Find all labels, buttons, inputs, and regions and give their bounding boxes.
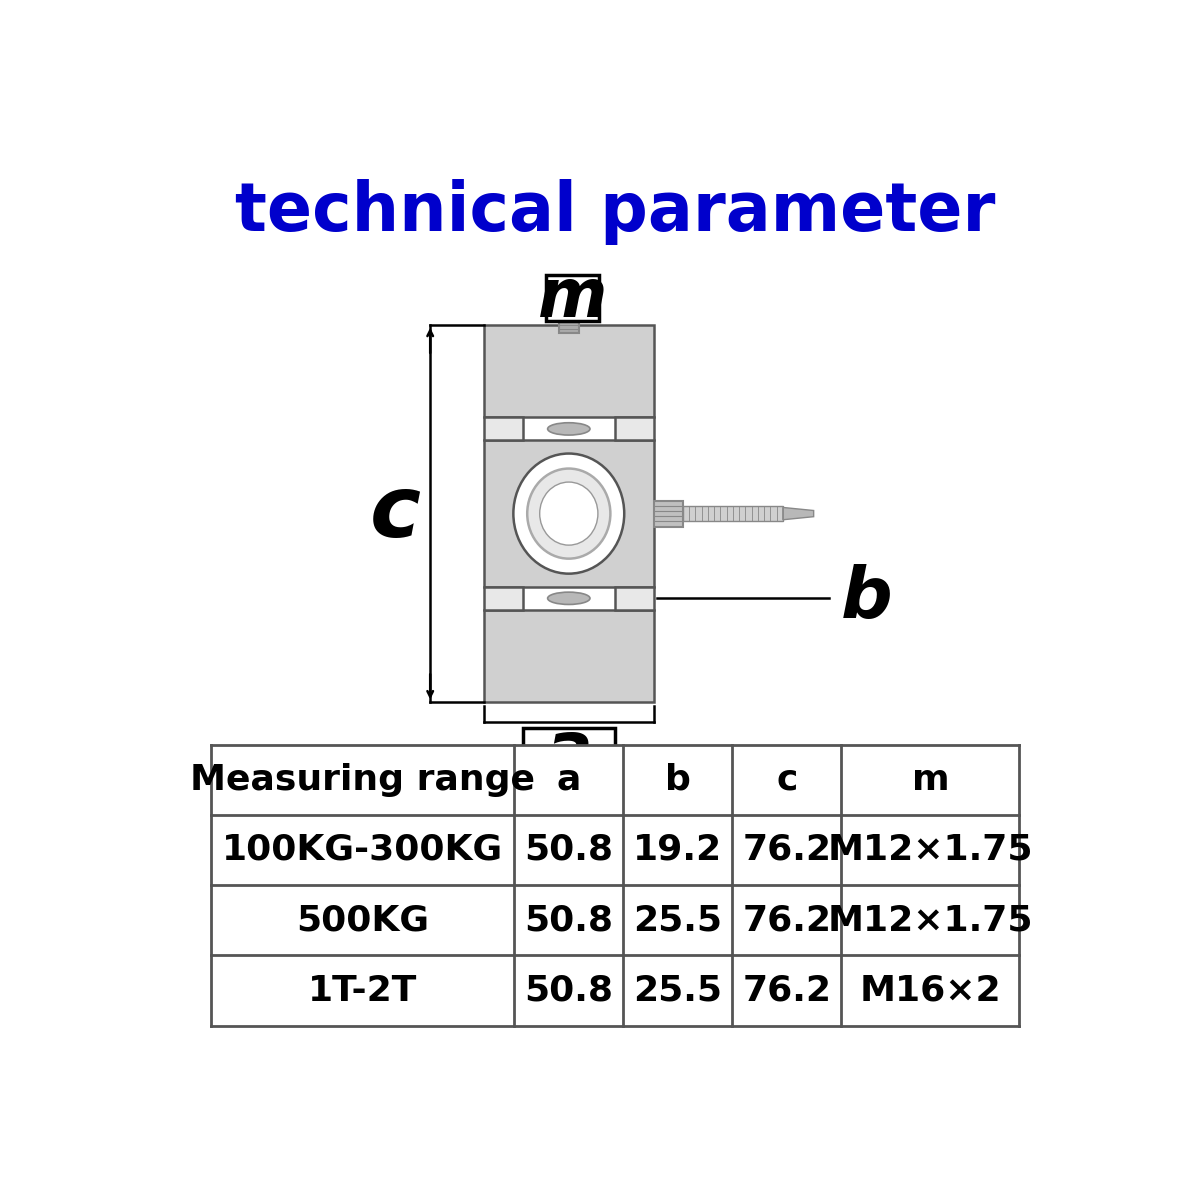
Text: M12×1.75: M12×1.75 [828, 833, 1033, 866]
Bar [484, 610, 654, 702]
Text: 50.8: 50.8 [524, 904, 613, 937]
Text: 76.2: 76.2 [743, 904, 832, 937]
Text: 100KG-300KG: 100KG-300KG [222, 833, 503, 866]
Ellipse shape [547, 422, 590, 436]
Polygon shape [782, 508, 814, 520]
Text: Measuring range: Measuring range [190, 763, 535, 797]
Bar [683, 506, 782, 521]
Text: 25.5: 25.5 [634, 973, 722, 1008]
Ellipse shape [527, 468, 611, 559]
Bar [484, 587, 523, 610]
Text: a: a [545, 718, 593, 785]
Text: m: m [912, 763, 949, 797]
Bar [616, 418, 654, 440]
Ellipse shape [547, 592, 590, 605]
Bar [211, 744, 1019, 1026]
Text: m: m [538, 265, 607, 331]
Text: M16×2: M16×2 [859, 973, 1001, 1008]
Bar [559, 317, 578, 334]
Bar [484, 325, 654, 418]
Text: 76.2: 76.2 [743, 973, 832, 1008]
Bar [484, 418, 523, 440]
Bar [616, 587, 654, 610]
Bar [484, 440, 654, 587]
Text: 50.8: 50.8 [524, 833, 613, 866]
Text: 1T-2T: 1T-2T [307, 973, 418, 1008]
Text: 25.5: 25.5 [634, 904, 722, 937]
Ellipse shape [540, 482, 598, 545]
Text: M12×1.75: M12×1.75 [828, 904, 1033, 937]
Text: technical parameter: technical parameter [235, 179, 995, 245]
Text: 50.8: 50.8 [524, 973, 613, 1008]
Bar [654, 500, 683, 527]
Ellipse shape [514, 454, 624, 574]
Text: 19.2: 19.2 [634, 833, 722, 866]
Text: 76.2: 76.2 [743, 833, 832, 866]
Bar [546, 275, 599, 322]
Text: 500KG: 500KG [296, 904, 428, 937]
Text: b: b [841, 564, 893, 632]
Text: a: a [557, 763, 581, 797]
Text: c: c [370, 472, 421, 556]
Text: b: b [665, 763, 690, 797]
Bar [523, 727, 616, 775]
Text: c: c [776, 763, 798, 797]
